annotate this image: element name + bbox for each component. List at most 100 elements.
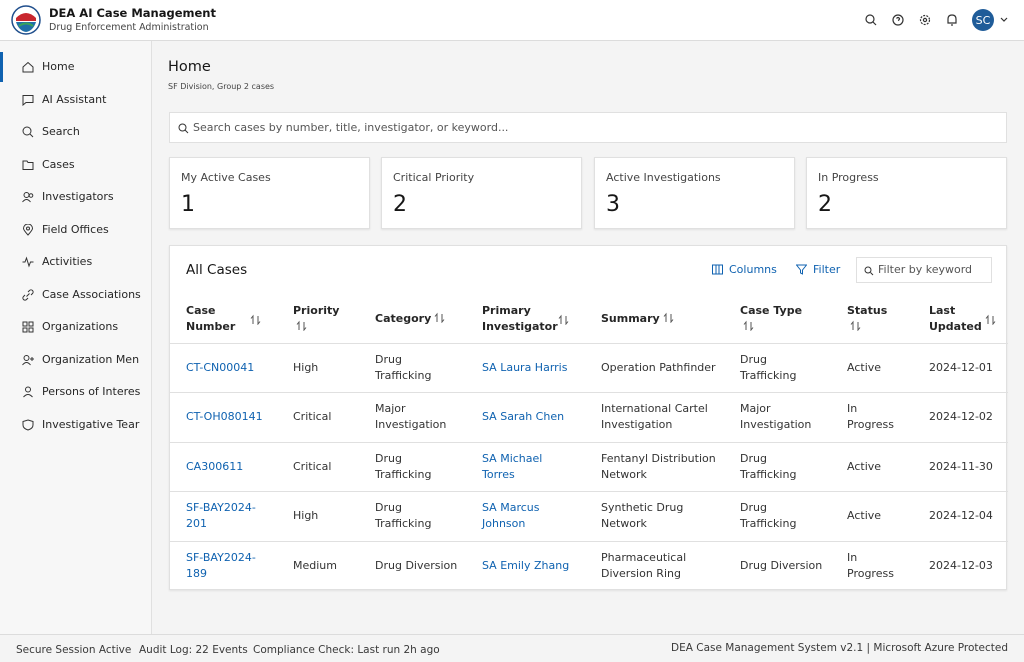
case-row[interactable]: CT-CN00041 High Drug Trafficking SA Laura H… — [170, 342, 1008, 393]
filter-label: Filter — [813, 263, 841, 276]
case-row[interactable]: SF-BAY2024-201 High Drug Trafficking SA Mar… — [170, 491, 1008, 541]
nav-item[interactable]: Field Offices — [0, 215, 151, 245]
cell: Drug Trafficking — [724, 491, 831, 541]
nav-label: Investigators — [42, 190, 114, 203]
nav-item[interactable]: Organization Men — [0, 345, 151, 375]
column-header[interactable]: Priority — [277, 295, 359, 343]
nav-label: Activities — [42, 255, 93, 268]
header-text: Category — [375, 311, 432, 325]
cell: Active — [831, 441, 913, 492]
stat-value: 2 — [818, 192, 832, 217]
nav-item[interactable]: Search — [0, 117, 151, 147]
nav-icon — [22, 256, 34, 268]
help-icon[interactable] — [892, 14, 904, 26]
cell: Synthetic Drug Network — [585, 491, 724, 541]
cell-link[interactable]: SA Michael Torres — [466, 441, 585, 492]
columns-icon — [712, 264, 723, 275]
nav-icon — [22, 192, 34, 203]
notifications-icon[interactable] — [947, 14, 957, 26]
column-header[interactable]: Status — [831, 295, 913, 343]
search-icon[interactable] — [865, 14, 877, 26]
session-status: Secure Session Active — [16, 644, 132, 656]
stat-card: In Progress 2 — [806, 157, 1007, 229]
header: DEA AI Case Management Drug Enforcement … — [0, 0, 1024, 41]
nav-icon — [22, 288, 34, 301]
audit-log: Audit Log: 22 Events — [139, 644, 248, 656]
stat-card: Active Investigations 3 — [594, 157, 795, 229]
header-text: Summary — [601, 311, 660, 325]
cell: Fentanyl Distribution Network — [585, 441, 724, 492]
app-subtitle: Drug Enforcement Administration — [49, 22, 209, 33]
cell: Drug Diversion — [359, 540, 466, 591]
sort-icon — [250, 314, 261, 325]
header-text: Primary Investigator — [482, 303, 558, 333]
nav-item[interactable]: Persons of Interes — [0, 377, 151, 407]
cell: Drug Diversion — [724, 540, 831, 591]
nav-label: Organizations — [42, 320, 119, 333]
cell: Active — [831, 342, 913, 393]
nav-item[interactable]: Home — [0, 52, 151, 82]
case-row[interactable]: SF-BAY2024-189 Medium Drug Diversion SA Emi… — [170, 540, 1008, 591]
nav-icon — [22, 160, 34, 170]
case-row[interactable]: CT-OH080141 Critical Major Investigation SA… — [170, 392, 1008, 442]
nav-item[interactable]: Investigative Tear — [0, 410, 151, 440]
column-header[interactable]: Summary — [585, 295, 724, 343]
nav-label: Home — [42, 60, 75, 73]
settings-icon[interactable] — [919, 14, 931, 26]
header-text: Status — [847, 303, 888, 317]
search-icon — [864, 266, 874, 276]
footer: Secure Session Active Audit Log: 22 Even… — [0, 634, 1024, 662]
stat-card: My Active Cases 1 — [169, 157, 370, 229]
keyword-filter[interactable]: Filter by keyword — [856, 257, 992, 283]
avatar[interactable] — [972, 9, 994, 31]
cell-link[interactable]: SA Emily Zhang — [466, 540, 585, 591]
nav-icon — [22, 418, 34, 431]
columns-button[interactable]: Columns — [712, 263, 777, 276]
header-text: Case Number — [186, 303, 236, 333]
chevron[interactable] — [1000, 17, 1008, 22]
cell-link[interactable]: CT-CN00041 — [170, 342, 277, 393]
filter-button[interactable]: Filter — [796, 263, 841, 276]
nav-item[interactable]: Activities — [0, 247, 151, 277]
cell: Critical — [277, 392, 359, 442]
cell: Pharmaceutical Diversion Ring — [585, 540, 724, 591]
filter-icon — [796, 264, 807, 275]
nav-item[interactable]: Cases — [0, 150, 151, 180]
main: Home SF Division, Group 2 cases Search c… — [152, 41, 1024, 634]
cell: Drug Trafficking — [359, 342, 466, 393]
cell-link[interactable]: SA Marcus Johnson — [466, 491, 585, 541]
nav-item[interactable]: AI Assistant — [0, 85, 151, 115]
column-header[interactable]: Primary Investigator — [466, 295, 585, 343]
logo — [11, 5, 41, 35]
nav-label: Case Associations — [42, 287, 141, 301]
column-header[interactable]: Category — [359, 295, 466, 343]
column-header[interactable]: Last Updated — [913, 295, 1008, 343]
stat-label: Active Investigations — [606, 171, 721, 184]
nav-item[interactable]: Organizations — [0, 312, 151, 342]
nav-item[interactable]: Investigators — [0, 182, 151, 212]
cell-link[interactable]: CT-OH080141 — [170, 392, 277, 442]
cell: In Progress — [831, 540, 913, 591]
nav-item[interactable]: Case Associations — [0, 280, 151, 310]
table-title: All Cases — [186, 262, 248, 278]
cell-link[interactable]: SA Sarah Chen — [466, 392, 585, 442]
cell-link[interactable]: CA300611 — [170, 441, 277, 492]
cell: Medium — [277, 540, 359, 591]
system-info: DEA Case Management System v2.1 | Micros… — [671, 642, 1008, 654]
column-header[interactable]: Case Type — [724, 295, 831, 343]
cell: Critical — [277, 441, 359, 492]
cell-link[interactable]: SA Laura Harris — [466, 342, 585, 393]
case-row[interactable]: CA300611 Critical Drug Trafficking SA Micha… — [170, 441, 1008, 492]
sort-icon — [558, 314, 569, 325]
page-subtitle: SF Division, Group 2 cases — [168, 82, 275, 91]
sort-icon — [985, 314, 996, 325]
cell: High — [277, 491, 359, 541]
nav-label: Investigative Tear — [42, 417, 140, 431]
cell-link[interactable]: SF-BAY2024-201 — [170, 491, 277, 541]
cell: Major Investigation — [724, 392, 831, 442]
cell-link[interactable]: SF-BAY2024-189 — [170, 540, 277, 591]
search-box[interactable]: Search cases by number, title, investiga… — [169, 112, 1007, 143]
column-header[interactable]: Case Number — [170, 295, 277, 343]
